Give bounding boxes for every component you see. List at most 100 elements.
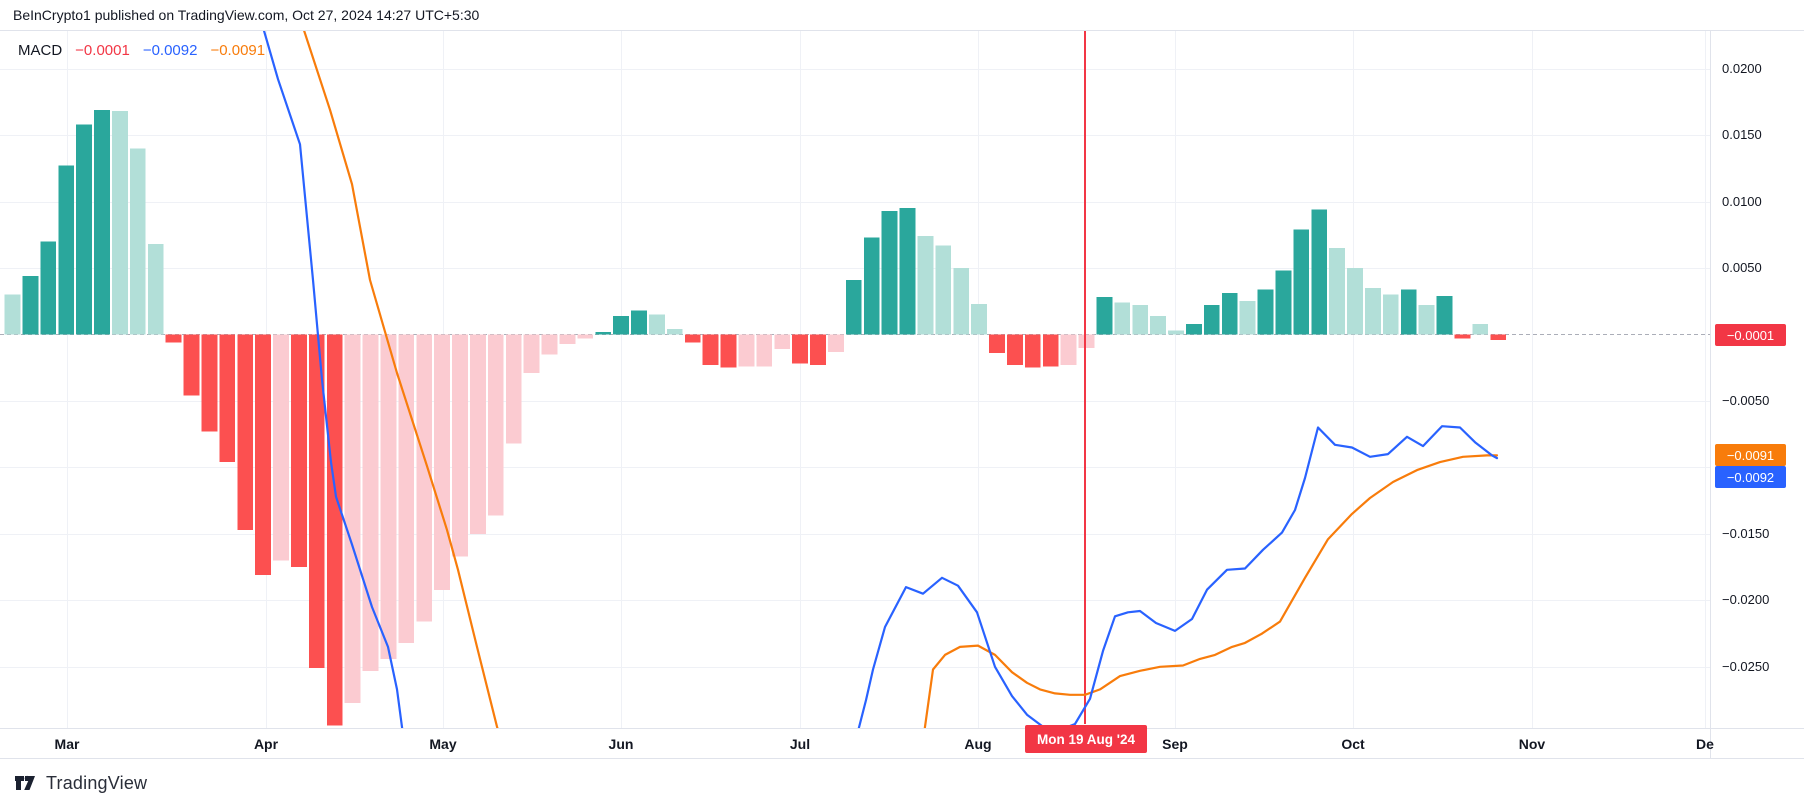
histogram-bar — [845, 280, 862, 335]
histogram-bar — [1293, 229, 1310, 335]
histogram-bar — [1239, 301, 1256, 335]
histogram-bar — [1329, 248, 1345, 335]
event-date-badge: Mon 19 Aug '24 — [1025, 725, 1147, 753]
histogram-bar — [201, 334, 218, 432]
histogram-bar — [380, 334, 397, 659]
histogram-bar — [1132, 305, 1149, 335]
histogram-bar — [112, 111, 128, 335]
histogram-bar — [828, 334, 844, 352]
price-tick-label: −0.0200 — [1722, 592, 1770, 608]
histogram-bar — [613, 315, 629, 335]
histogram-bar — [308, 334, 325, 669]
histogram-bar — [1382, 294, 1399, 335]
histogram-bar — [183, 334, 200, 396]
histogram-bar — [738, 334, 755, 367]
month-label-jun: Jun — [608, 736, 634, 752]
histogram-bar — [1150, 315, 1166, 335]
histogram-bar — [631, 310, 647, 335]
indicator-legend: MACD −0.0001 −0.0092 −0.0091 — [18, 42, 265, 59]
histogram-bar — [863, 237, 880, 335]
histogram-bar — [756, 334, 773, 367]
macd-value-badge: −0.0092 — [1715, 466, 1786, 488]
histogram-bar — [291, 334, 307, 568]
histogram-bar — [219, 334, 236, 463]
month-label-sep: Sep — [1162, 736, 1188, 752]
attribution-text: BeInCrypto1 published on TradingView.com… — [13, 7, 480, 23]
histogram-bar — [810, 334, 826, 366]
tradingview-logo[interactable]: TradingView — [13, 771, 147, 795]
histogram-bar — [917, 236, 934, 335]
histogram-bar — [1257, 289, 1274, 335]
histogram-bar — [595, 331, 612, 335]
tradingview-mark-icon — [15, 775, 35, 790]
histogram-bar — [1096, 297, 1113, 335]
histogram-bar — [702, 334, 719, 366]
indicator-name[interactable]: MACD — [18, 42, 63, 59]
histogram-bar — [94, 109, 110, 335]
histogram-bar — [1114, 302, 1131, 335]
histogram-bar — [1221, 293, 1238, 335]
histogram-bar — [434, 334, 450, 590]
histogram-bar — [1418, 305, 1435, 335]
histogram-bar — [237, 334, 254, 530]
histogram-value-badge: −0.0001 — [1715, 324, 1786, 346]
histogram-value: −0.0001 — [75, 42, 130, 59]
histogram-bar — [649, 314, 665, 335]
histogram-bar — [1060, 334, 1077, 366]
macd-histogram — [4, 109, 1507, 726]
histogram-bar — [899, 208, 916, 335]
histogram-bar — [1365, 287, 1381, 335]
histogram-bar — [1454, 334, 1471, 339]
histogram-bar — [416, 334, 433, 622]
price-tick-label: −0.0150 — [1722, 525, 1770, 541]
histogram-bar — [523, 334, 540, 374]
histogram-bar — [774, 334, 791, 350]
tradingview-brand-text: TradingView — [46, 772, 148, 793]
histogram-bar — [666, 329, 683, 335]
histogram-bar — [1042, 334, 1059, 367]
price-tick-label: −0.0250 — [1722, 658, 1770, 674]
macd-line-value: −0.0092 — [142, 42, 198, 59]
histogram-bar — [577, 334, 594, 339]
histogram-bar — [1024, 334, 1041, 368]
price-tick-label: 0.0050 — [1722, 259, 1762, 275]
histogram-bar — [129, 148, 146, 335]
histogram-bar — [541, 334, 558, 355]
histogram-bar — [58, 165, 75, 335]
price-tick-label: 0.0150 — [1722, 127, 1762, 143]
histogram-bar — [1168, 330, 1184, 335]
month-label-aug: Aug — [964, 736, 992, 752]
histogram-bar — [147, 244, 164, 335]
histogram-bar — [559, 334, 576, 344]
histogram-bar — [989, 334, 1005, 354]
histogram-bar — [398, 334, 415, 643]
histogram-bar — [165, 334, 182, 343]
histogram-bar — [362, 334, 379, 671]
attribution-bar: BeInCrypto1 published on TradingView.com… — [0, 0, 1804, 30]
signal-line-value: −0.0091 — [210, 42, 266, 59]
month-label-de: De — [1696, 736, 1714, 752]
pane-borders — [0, 30, 1804, 759]
histogram-bar — [76, 124, 92, 335]
histogram-bar — [22, 276, 39, 335]
histogram-bar — [326, 334, 343, 726]
histogram-bar — [953, 268, 970, 335]
signal-value-badge: −0.0091 — [1715, 444, 1786, 466]
histogram-bar — [505, 334, 522, 444]
price-tick-label: 0.0100 — [1722, 193, 1762, 209]
price-tick-label: −0.0050 — [1722, 392, 1770, 408]
histogram-bar — [720, 334, 737, 368]
histogram-bar — [470, 334, 486, 534]
histogram-bar — [1186, 323, 1202, 335]
month-label-oct: Oct — [1341, 736, 1365, 752]
month-label-may: May — [429, 736, 457, 752]
histogram-bar — [344, 334, 361, 703]
histogram-bar — [935, 245, 952, 335]
histogram-bar — [452, 334, 468, 557]
histogram-bar — [684, 334, 701, 343]
histogram-bar — [1203, 305, 1220, 335]
histogram-bar — [1078, 334, 1095, 348]
histogram-bar — [273, 334, 289, 561]
price-tick-label: 0.0200 — [1722, 60, 1762, 76]
